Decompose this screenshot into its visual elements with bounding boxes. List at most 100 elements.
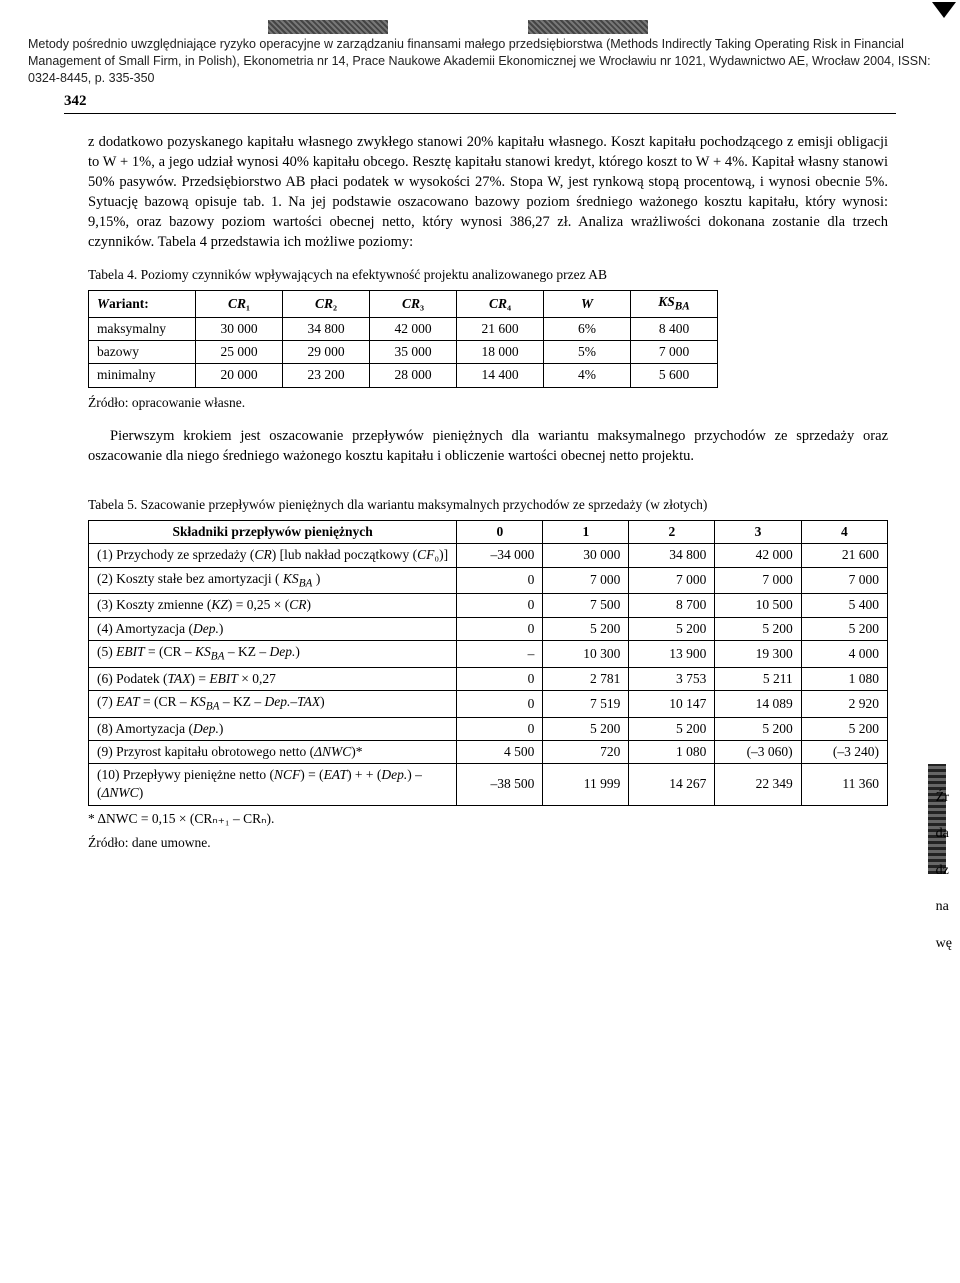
table4-cell: 21 600 [457,317,544,340]
table5-cell: 0 [457,717,543,740]
table4-cell: bazowy [89,341,196,364]
table4-cell: 4% [544,364,631,387]
table5-cell: (8) Amortyzacja (Dep.) [89,717,457,740]
table4-cell: 23 200 [283,364,370,387]
table5-cell: 1 080 [629,741,715,764]
table4-cell: 28 000 [370,364,457,387]
table5-cell: (4) Amortyzacja (Dep.) [89,617,457,640]
table5-cell: 10 147 [629,690,715,717]
table5-cell: 7 000 [801,567,887,594]
table5-cell: 5 200 [629,617,715,640]
table5-cell: 5 200 [801,717,887,740]
table5-source: Źródło: dane umowne. [88,834,888,852]
table5-cell: (–3 240) [801,741,887,764]
table4-cell: 25 000 [196,341,283,364]
table4-cell: 14 400 [457,364,544,387]
table5-cell: (–3 060) [715,741,801,764]
table4-cell: 6% [544,317,631,340]
table4-header-cell: KSBA [631,291,718,318]
table5-header-cell: Składniki przepływów pieniężnych [89,521,457,544]
table5-cell: 14 089 [715,690,801,717]
table5-cell: 4 500 [457,741,543,764]
table5-cell: 0 [457,567,543,594]
table5-cell: 2 781 [543,667,629,690]
table5-cell: 5 200 [543,617,629,640]
table4-cell: 18 000 [457,341,544,364]
table5-cell: 11 360 [801,764,887,805]
table4-cell: minimalny [89,364,196,387]
table5-footnote: * ΔNWC = 0,15 × (CRₙ₊₁ – CRₙ). [88,810,888,828]
table4-cell: 34 800 [283,317,370,340]
table5-cell: 10 500 [715,594,801,617]
table5-cell: –34 000 [457,544,543,567]
table5-cell: 5 400 [801,594,887,617]
table5-header-cell: 0 [457,521,543,544]
citation-reference: Metody pośrednio uwzględniające ryzyko o… [28,36,932,87]
table5-cell: 8 700 [629,594,715,617]
table5-cell: (6) Podatek (TAX) = EBIT × 0,27 [89,667,457,690]
table5: Składniki przepływów pieniężnych01234 (1… [88,520,888,806]
table5-cell: –38 500 [457,764,543,805]
table5-cell: 34 800 [629,544,715,567]
table5-header-cell: 1 [543,521,629,544]
table4-cell: 5% [544,341,631,364]
table5-cell: 720 [543,741,629,764]
table4-cell: 5 600 [631,364,718,387]
table5-cell: 10 300 [543,640,629,667]
table4-cell: 30 000 [196,317,283,340]
paragraph-1: z dodatkowo pozyskanego kapitału własneg… [88,132,888,252]
table4-cell: 8 400 [631,317,718,340]
table5-cell: 7 000 [543,567,629,594]
table5-cell: (10) Przepływy pieniężne netto (NCF) = (… [89,764,457,805]
table5-cell: 5 200 [715,617,801,640]
page-rule [64,113,896,114]
table5-cell: 0 [457,594,543,617]
table5-cell: 19 300 [715,640,801,667]
table4-cell: maksymalny [89,317,196,340]
table4-header-cell: CR₂ [283,291,370,318]
table5-cell: 5 200 [629,717,715,740]
table5-cell: 2 920 [801,690,887,717]
table5-cell: 21 600 [801,544,887,567]
table5-cell: – [457,640,543,667]
table5-cell: 7 519 [543,690,629,717]
table5-cell: 7 500 [543,594,629,617]
table5-cell: 5 200 [801,617,887,640]
header-censor-bars [268,20,932,34]
page-number: 342 [64,91,932,111]
table4: Wariant:CR₁CR₂CR₃CR₄WKSBA maksymalny30 0… [88,290,718,388]
table4-cell: 29 000 [283,341,370,364]
table4-header-cell: W [544,291,631,318]
table4-cell: 42 000 [370,317,457,340]
table5-cell: 11 999 [543,764,629,805]
table5-cell: 5 211 [715,667,801,690]
table5-cell: 7 000 [629,567,715,594]
table5-cell: 22 349 [715,764,801,805]
table4-cell: 7 000 [631,341,718,364]
table5-cell: 30 000 [543,544,629,567]
table5-cell: 42 000 [715,544,801,567]
table5-cell: (9) Przyrost kapitału obrotowego netto (… [89,741,457,764]
table5-cell: (3) Koszty zmienne (KZ) = 0,25 × (CR) [89,594,457,617]
paragraph-2: Pierwszym krokiem jest oszacowanie przep… [88,426,888,466]
table4-cell: 35 000 [370,341,457,364]
table4-caption: Tabela 4. Poziomy czynników wpływających… [88,266,888,284]
table5-cell: 14 267 [629,764,715,805]
page-corner-marker [932,2,956,18]
table5-header-cell: 3 [715,521,801,544]
table5-cell: 1 080 [801,667,887,690]
table5-cell: 5 200 [715,717,801,740]
table4-cell: 20 000 [196,364,283,387]
table5-cell: 3 753 [629,667,715,690]
table5-header-cell: 2 [629,521,715,544]
table5-cell: (2) Koszty stałe bez amortyzacji ( KSBA … [89,567,457,594]
table4-header-cell: CR₃ [370,291,457,318]
table5-cell: (7) EAT = (CR – KSBA – KZ – Dep.–TAX) [89,690,457,717]
table5-cell: (1) Przychody ze sprzedaży (CR) [lub nak… [89,544,457,567]
cutoff-margin-text: Źrdadznawę [936,780,952,962]
table4-source: Źródło: opracowanie własne. [88,394,888,412]
table5-cell: 7 000 [715,567,801,594]
table5-cell: 13 900 [629,640,715,667]
table5-header-cell: 4 [801,521,887,544]
table4-header-cell: Wariant: [89,291,196,318]
